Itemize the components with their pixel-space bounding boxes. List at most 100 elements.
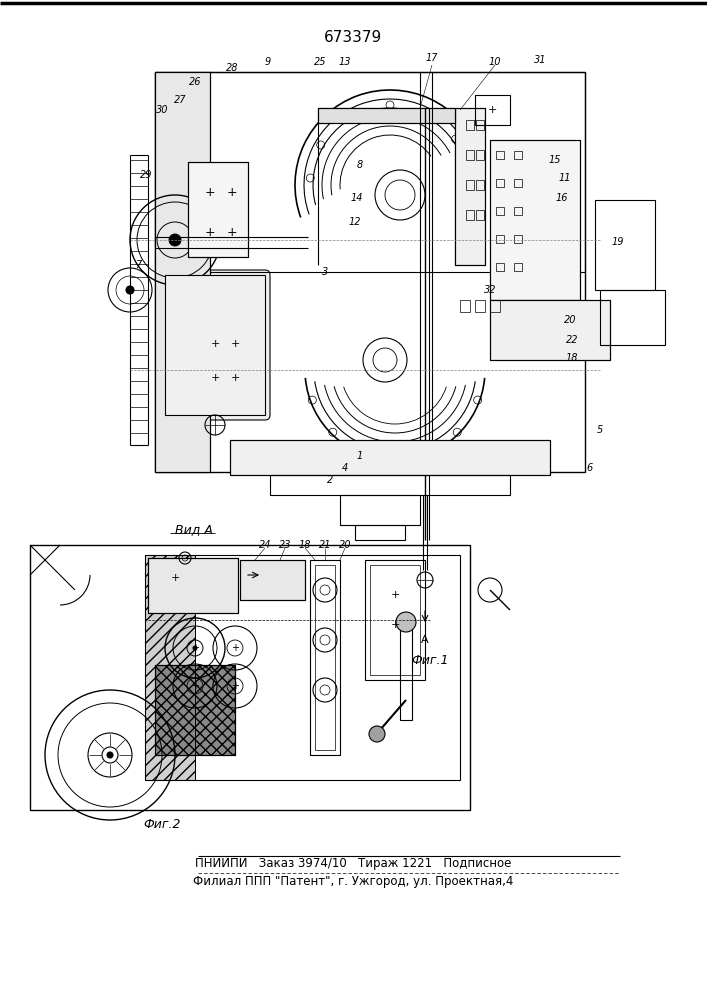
Bar [365,560,425,680]
Bar [466,180,474,190]
Text: +: + [227,227,238,239]
Bar [490,300,500,312]
Text: +: + [390,590,399,600]
Text: 23: 23 [279,540,291,550]
Text: +: + [231,681,239,691]
Text: +: + [210,339,220,349]
Bar [476,120,484,130]
Text: 17: 17 [426,53,438,63]
Bar [155,665,235,755]
Bar [490,300,610,360]
FancyBboxPatch shape [160,270,270,420]
Text: 12: 12 [349,217,361,227]
Bar [460,300,470,312]
Text: 16: 16 [556,193,568,203]
Text: +: + [205,186,216,198]
Text: Фиг.1: Фиг.1 [411,654,449,666]
Text: +: + [205,227,216,239]
Bar [310,560,340,755]
Bar [496,263,504,271]
Text: 6: 6 [587,463,593,473]
Text: 3: 3 [322,267,328,277]
Circle shape [126,286,134,294]
Bar [148,558,238,613]
Text: 26: 26 [189,77,201,87]
Text: +: + [170,573,180,583]
Text: 2: 2 [327,475,333,485]
Text: 19: 19 [612,237,624,247]
Text: Филиал ППП "Патент", г. Ужгород, ул. Проектная,4: Филиал ППП "Патент", г. Ужгород, ул. Про… [193,876,513,888]
Bar [400,620,412,720]
Text: Фиг.2: Фиг.2 [144,818,181,830]
Bar [476,180,484,190]
Bar [270,475,510,495]
Bar [340,495,420,525]
Bar [318,108,455,123]
Text: 30: 30 [156,105,168,115]
Circle shape [193,646,197,650]
Bar [355,525,405,540]
Bar [496,235,504,243]
Bar [148,558,238,613]
Text: 20: 20 [563,315,576,325]
Bar [514,263,522,271]
Bar [514,235,522,243]
Bar [490,140,580,300]
Bar [595,200,655,290]
Text: +: + [487,105,497,115]
Text: 15: 15 [549,155,561,165]
Text: 32: 32 [484,285,496,295]
Bar [600,290,665,345]
Bar [476,210,484,220]
Bar [475,95,510,125]
Text: 29: 29 [140,170,152,180]
Bar [230,440,550,475]
Bar [315,565,335,750]
Text: +: + [227,186,238,198]
Bar [476,150,484,160]
Text: 11: 11 [559,173,571,183]
Text: 24: 24 [259,540,271,550]
Circle shape [107,752,113,758]
Bar [370,565,420,675]
Bar [240,560,305,600]
Bar [145,555,460,780]
Text: 21: 21 [319,540,332,550]
Bar [155,72,210,472]
Text: 22: 22 [566,335,578,345]
Text: Вид A: Вид A [175,524,213,536]
Bar [155,665,235,755]
Text: 14: 14 [351,193,363,203]
Text: 20: 20 [339,540,351,550]
Text: +: + [390,620,399,630]
Bar [30,545,470,810]
Text: 18: 18 [566,353,578,363]
Bar [455,108,485,265]
Bar [496,207,504,215]
Bar [318,108,455,123]
Text: 13: 13 [339,57,351,67]
Bar [466,150,474,160]
Text: +: + [191,643,199,653]
Bar [188,162,248,257]
Bar [466,210,474,220]
Text: +: + [230,373,240,383]
Bar [475,300,485,312]
Bar [490,300,610,360]
Bar [145,555,195,780]
Bar [145,555,195,780]
Bar [514,151,522,159]
Circle shape [396,612,416,632]
Text: 31: 31 [534,55,547,65]
Text: 25: 25 [314,57,326,67]
Bar [496,151,504,159]
Text: 10: 10 [489,57,501,67]
Bar [496,179,504,187]
Text: +: + [230,339,240,349]
Text: 5: 5 [597,425,603,435]
Bar [165,275,265,415]
Text: A: A [421,635,429,645]
Text: 9: 9 [265,57,271,67]
Bar [514,179,522,187]
Text: 18: 18 [299,540,311,550]
